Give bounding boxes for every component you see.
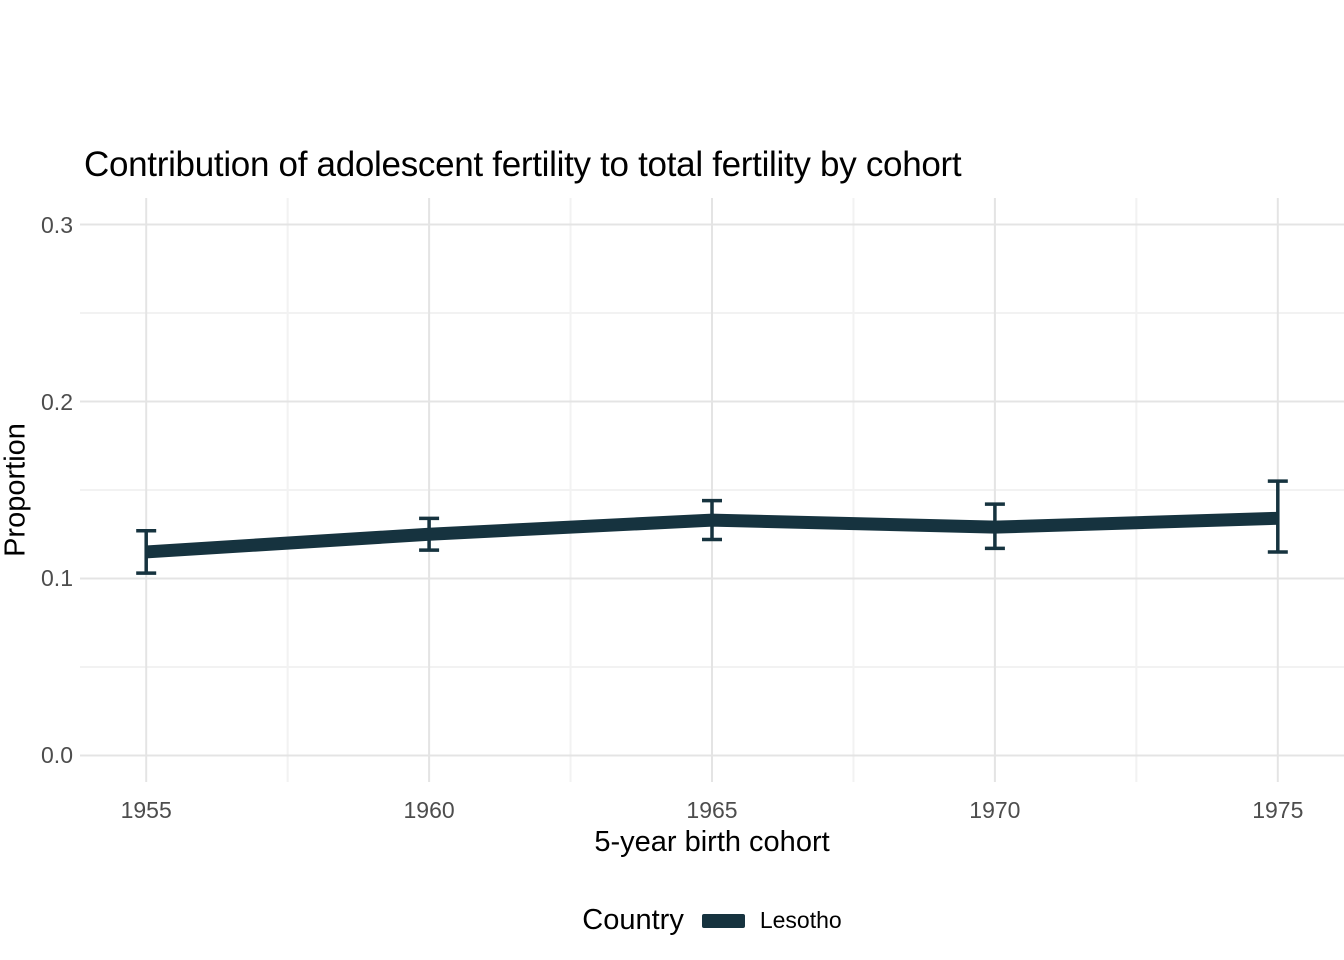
x-tick-label: 1960 <box>403 797 455 823</box>
x-tick-label: 1970 <box>969 797 1021 823</box>
x-axis-title: 5-year birth cohort <box>594 826 830 858</box>
x-tick-label: 1975 <box>1252 797 1304 823</box>
x-tick-label: 1965 <box>686 797 738 823</box>
y-tick-label: 0.2 <box>41 388 73 415</box>
legend-title: Country <box>582 904 684 936</box>
y-tick-label: 0.1 <box>41 565 73 592</box>
y-tick-label: 0.0 <box>41 742 73 769</box>
y-tick-label: 0.3 <box>41 211 73 238</box>
legend-label-lesotho: Lesotho <box>759 907 842 933</box>
chart-title: Contribution of adolescent fertility to … <box>84 145 962 184</box>
series-line <box>145 511 1279 559</box>
legend: Country Lesotho <box>80 904 1344 937</box>
x-tick-label: 1955 <box>120 797 172 823</box>
legend-swatch-lesotho <box>701 913 745 928</box>
error-bar <box>1267 479 1288 554</box>
